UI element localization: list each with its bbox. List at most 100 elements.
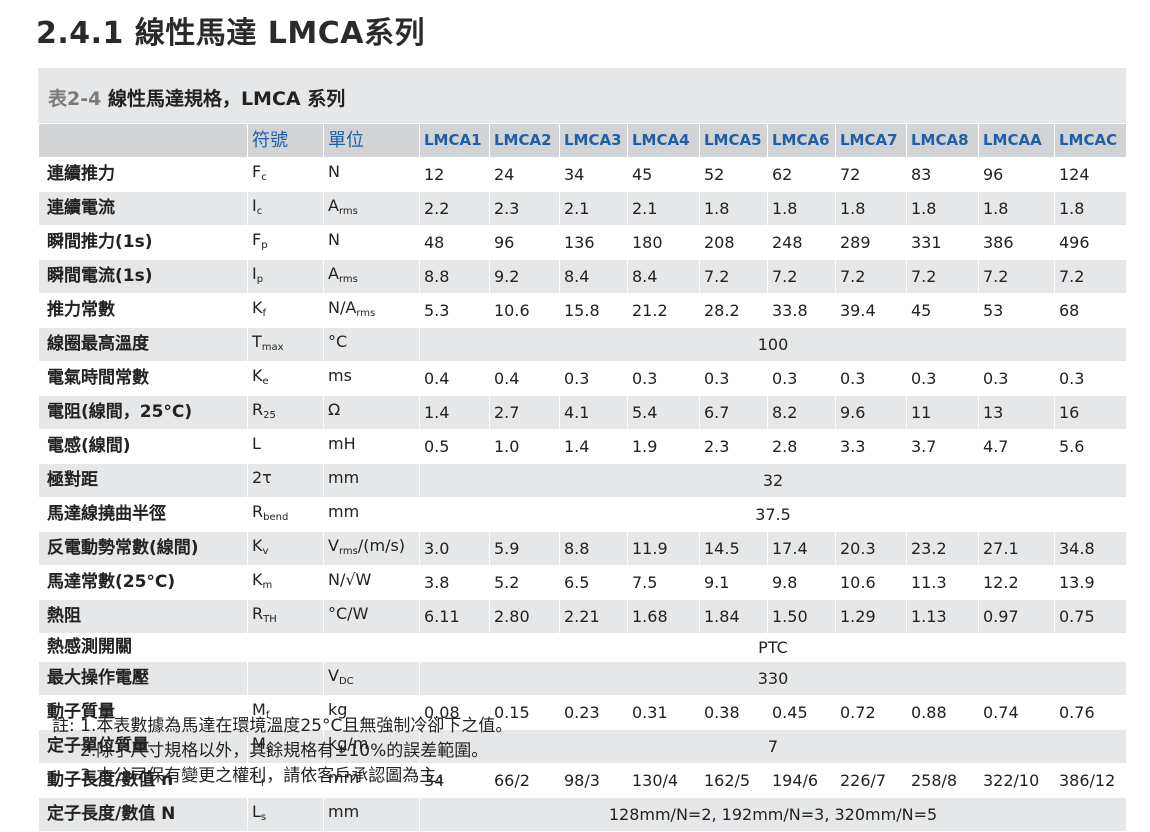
table-notes: 註: 1.本表數據為馬達在環境溫度25°C且無強制冷卻下之值。 2.除了尺寸規格… [52,714,512,789]
param-symbol: Km [247,565,324,600]
symbol-main: I [252,264,257,283]
cell-value: 1.8 [906,191,979,226]
cell-value: 17.4 [767,531,836,566]
cell-value: 386 [978,225,1055,260]
cell-value: 52 [699,157,768,192]
param-symbol: Ic [247,191,324,226]
cell-value: 1.8 [835,191,907,226]
merged-value: 330 [419,661,1127,696]
table-row: 連續電流 Ic Arms 2.2 2.3 2.1 2.1 1.8 1.8 1.8 1.8 1.8 1.8 [38,191,1127,226]
unit-main: °C [328,332,348,351]
cell-value: 496 [1054,225,1127,260]
param-symbol: Ls [247,797,324,832]
table-caption-text: 線性馬達規格，LMCA 系列 [107,88,346,110]
symbol-subscript: s [265,744,272,755]
table-row: 動子質量 Mf kg 0.08 0.15 0.23 0.31 0.38 0.45 0.72 0.88… [38,695,1127,730]
cell-value: 0.23 [559,695,628,730]
cell-value: 0.38 [699,695,768,730]
cell-value: 66/2 [489,763,560,798]
param-unit: ms [323,361,420,396]
merged-value: 100 [419,327,1127,362]
cell-value: 72 [835,157,907,192]
param-symbol: Ip [247,259,324,294]
header-model: LMCA8 [906,123,979,158]
table-row: 熱感測開關 PTC [38,633,1127,662]
param-symbol: Kf [247,293,324,328]
cell-value: 0.5 [419,429,490,464]
param-symbol: RTH [247,599,324,634]
table-row: 熱阻 RTH °C/W 6.11 2.80 2.21 1.68 1.84 1.50 1.29 1.1… [38,599,1127,634]
cell-value: 0.97 [978,599,1055,634]
symbol-main: L [252,768,261,787]
unit-main: mH [328,434,356,453]
cell-value: 21.2 [627,293,700,328]
cell-value: 2.21 [559,599,628,634]
symbol-subscript: f [260,778,265,789]
param-symbol [247,661,324,696]
cell-value: 7.5 [627,565,700,600]
cell-value: 6.5 [559,565,628,600]
param-name: 推力常數 [38,293,248,328]
cell-value: 6.7 [699,395,768,430]
symbol-main: 2τ [252,468,272,487]
cell-value: 7.2 [978,259,1055,294]
param-symbol: Rbend [247,497,324,532]
symbol-main: F [252,230,262,249]
cell-value: 8.4 [627,259,700,294]
param-name: 連續推力 [38,157,248,192]
cell-value: 45 [906,293,979,328]
cell-value: 0.3 [906,361,979,396]
cell-value: 39.4 [835,293,907,328]
spec-table: 符號 單位 LMCA1 LMCA2 LMCA3 LMCA4 LMCA5 LMCA… [38,123,1127,832]
cell-value: 96 [978,157,1055,192]
cell-value: 0.3 [699,361,768,396]
table-row: 連續推力 Fc N 12 24 34 45 52 62 72 83 96 124 [38,157,1127,192]
unit-main: N [328,230,340,249]
cell-value: 0.45 [767,695,836,730]
header-unit: 單位 [323,123,420,158]
symbol-subscript: s [260,812,267,823]
cell-value: 258/8 [906,763,979,798]
cell-value: 136 [559,225,628,260]
symbol-main: M [252,734,266,753]
unit-subscript: DC [338,676,354,687]
symbol-subscript: v [262,546,269,557]
symbol-main: R [252,502,264,521]
param-symbol: Lf [247,763,324,798]
cell-value: 4.7 [978,429,1055,464]
cell-value: 0.3 [978,361,1055,396]
param-name: 瞬間電流(1s) [38,259,248,294]
cell-value: 1.50 [767,599,836,634]
symbol-subscript: p [256,274,264,285]
header-model: LMCA5 [699,123,768,158]
symbol-subscript: 25 [263,410,276,421]
cell-value: 0.3 [1054,361,1127,396]
cell-value: 2.7 [489,395,560,430]
cell-value: 0.4 [489,361,560,396]
cell-value: 1.8 [978,191,1055,226]
unit-main: N/A [328,298,357,317]
param-symbol: 2τ [247,463,324,498]
symbol-main: K [252,366,263,385]
spec-table-panel: 表2-4 線性馬達規格，LMCA 系列 符號 單位 LMCA1 LMCA2 LM… [38,68,1127,832]
param-symbol: Fc [247,157,324,192]
table-row: 推力常數 Kf N/Arms 5.3 10.6 15.8 21.2 28.2 33.8 39.4 4… [38,293,1127,328]
cell-value: 16 [1054,395,1127,430]
header-blank [38,123,248,158]
param-name: 熱感測開關 [38,633,248,662]
header-model: LMCA3 [559,123,628,158]
unit-main: A [328,264,339,283]
param-unit: Arms [323,259,420,294]
unit-main: °C/W [328,604,369,623]
cell-value: 2.2 [419,191,490,226]
cell-value: 130/4 [627,763,700,798]
cell-value: 24 [489,157,560,192]
cell-value: 0.3 [767,361,836,396]
cell-value: 1.68 [627,599,700,634]
param-unit: kg/m [323,729,420,764]
unit-main: V [328,666,339,685]
symbol-subscript: TH [263,614,277,625]
cell-value: 3.3 [835,429,907,464]
unit-subscript: rms [338,274,358,285]
unit-main: mm [328,468,360,487]
